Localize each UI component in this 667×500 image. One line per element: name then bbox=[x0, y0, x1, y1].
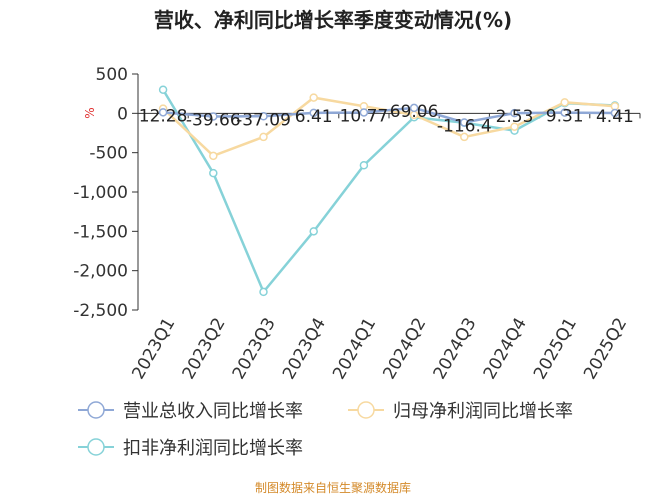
x-tick-label: 2025Q2 bbox=[580, 315, 631, 383]
x-tick-label: 2024Q3 bbox=[430, 315, 481, 383]
series-2-point bbox=[359, 161, 369, 170]
series-0-point bbox=[610, 108, 620, 118]
source-note: 制图数据来自恒生聚源数据库 bbox=[255, 480, 411, 495]
legend-label: 归母净利润同比增长率 bbox=[393, 401, 573, 422]
x-tick-label: 2024Q1 bbox=[329, 315, 380, 383]
legend-item: 扣非净利润同比增长率 bbox=[78, 438, 303, 459]
data-label: -116.4 bbox=[437, 116, 492, 136]
series-1-point bbox=[460, 132, 469, 142]
series-1-point bbox=[560, 98, 569, 107]
legend-swatch-marker bbox=[357, 401, 375, 419]
series-2-point bbox=[309, 227, 318, 236]
series-2-point bbox=[259, 287, 268, 297]
y-tick-label: -2,000 bbox=[73, 262, 128, 282]
series-line-2 bbox=[162, 89, 615, 295]
x-tick-label: 2024Q4 bbox=[480, 315, 531, 383]
y-tick-label: 500 bbox=[96, 65, 128, 85]
series-0-point bbox=[510, 108, 519, 118]
x-tick-label: 2025Q1 bbox=[530, 315, 581, 383]
y-axis-unit-label: % bbox=[83, 107, 97, 118]
data-label: 10.77 bbox=[340, 106, 389, 126]
legend-item: 归母净利润同比增长率 bbox=[348, 401, 573, 422]
series-line-0 bbox=[162, 106, 615, 124]
series-1-point bbox=[259, 132, 268, 142]
x-tick-label: 2023Q3 bbox=[229, 315, 280, 383]
series-0-point bbox=[359, 108, 369, 117]
y-tick-label: -500 bbox=[89, 144, 128, 164]
series-0-point bbox=[259, 112, 268, 121]
y-tick-label: -2,500 bbox=[73, 301, 128, 321]
data-label: -39.66 bbox=[186, 110, 241, 130]
series-1-point bbox=[209, 151, 218, 161]
series-0-point bbox=[209, 112, 218, 121]
x-tick-label: 2024Q2 bbox=[379, 315, 430, 383]
data-label: 2.53 bbox=[496, 107, 534, 127]
series-1-point bbox=[510, 122, 519, 131]
legend-swatch-marker bbox=[87, 401, 105, 419]
series-0-point bbox=[158, 108, 168, 117]
chart-title: 营收、净利同比增长率季度变动情况(%) bbox=[154, 8, 512, 32]
legend-label: 营业总收入同比增长率 bbox=[123, 401, 303, 422]
data-label: 6.41 bbox=[295, 107, 333, 127]
series-0-point bbox=[309, 108, 318, 118]
legend-swatch-marker bbox=[87, 438, 105, 456]
series-layer bbox=[158, 85, 620, 297]
data-label: -37.09 bbox=[236, 110, 291, 130]
y-tick-label: -1,000 bbox=[73, 183, 128, 203]
y-tick-label: 0 bbox=[117, 104, 128, 124]
x-tick-label: 2023Q4 bbox=[279, 315, 330, 383]
series-1-point bbox=[309, 93, 318, 102]
legend-item: 营业总收入同比增长率 bbox=[78, 401, 303, 422]
series-0-point bbox=[560, 108, 569, 117]
data-label: 12.28 bbox=[139, 106, 188, 126]
series-2-point bbox=[209, 168, 218, 178]
series-0-point bbox=[460, 118, 469, 127]
data-label: 4.41 bbox=[596, 107, 634, 127]
x-tick-label: 2023Q2 bbox=[179, 315, 230, 383]
data-label: 9.31 bbox=[546, 107, 584, 127]
series-2-point bbox=[158, 85, 168, 94]
data-label: 69.06 bbox=[390, 102, 439, 122]
series-0-point bbox=[409, 103, 419, 113]
y-tick-label: -1,500 bbox=[73, 222, 128, 242]
data-labels: 12.28-39.66-37.09 6.41 10.77 69.06-116.4 2.5… bbox=[139, 102, 634, 137]
x-tick-label: 2023Q1 bbox=[128, 315, 179, 383]
legend-label: 扣非净利润同比增长率 bbox=[123, 438, 303, 459]
